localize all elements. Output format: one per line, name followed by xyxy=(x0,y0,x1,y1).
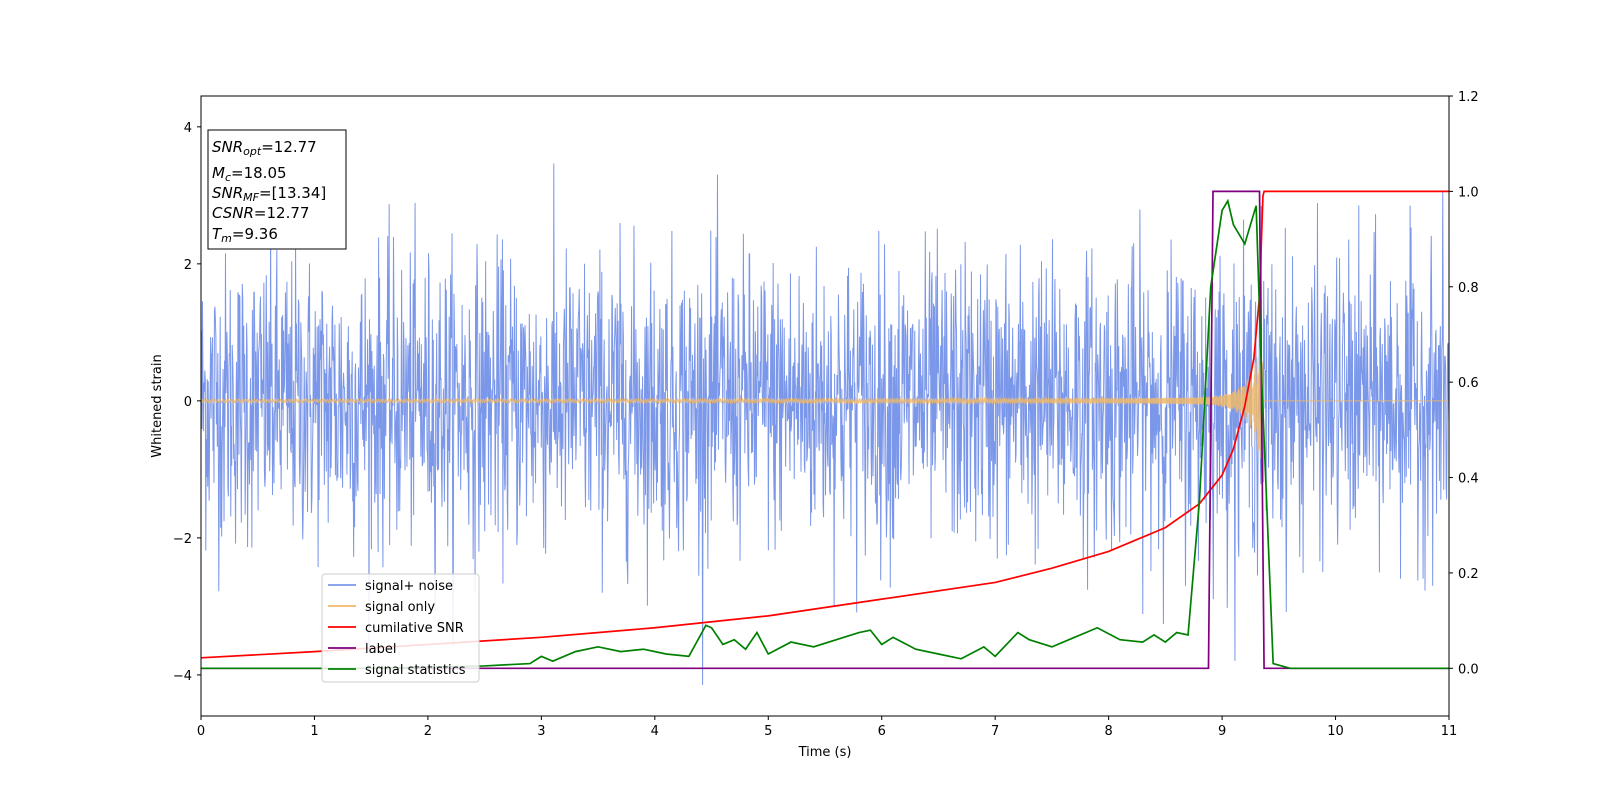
y2-tick-label: 0.8 xyxy=(1458,281,1479,296)
x-tick-label: 10 xyxy=(1327,724,1344,739)
legend-label: signal statistics xyxy=(365,663,466,678)
y-axis-label: Whitened strain xyxy=(150,354,165,457)
y-tick-label: −4 xyxy=(173,669,192,684)
x-tick-label: 3 xyxy=(537,724,545,739)
y-axis-right: 1.2 1.0 0.8 0.6 0.4 0.2 0.0 xyxy=(1449,90,1479,677)
annotation-tm: Tm=9.36 xyxy=(212,225,278,245)
y2-tick-label: 0.0 xyxy=(1458,662,1479,677)
y2-tick-label: 0.2 xyxy=(1458,567,1479,582)
legend-item-signal-statistics: signal statistics xyxy=(328,663,466,678)
x-tick-label: 9 xyxy=(1218,724,1226,739)
y-axis-left: 4 2 0 −2 −4 xyxy=(173,121,201,684)
x-tick-label: 5 xyxy=(764,724,772,739)
annotation-box: SNRopt=12.77 Mc=18.05 SNRMF=[13.34] CSNR… xyxy=(207,129,347,250)
x-tick-label: 1 xyxy=(310,724,318,739)
x-tick-label: 0 xyxy=(197,724,205,739)
legend-item-cumulative-snr: cumilative SNR xyxy=(328,621,464,636)
annotation-snr-mf: SNRMF=[13.34] xyxy=(212,184,326,204)
x-axis-label: Time (s) xyxy=(798,745,852,760)
y2-tick-label: 0.6 xyxy=(1458,376,1479,391)
annotation-csnr: CSNR=12.77 xyxy=(212,204,309,222)
y-tick-label: 0 xyxy=(184,395,192,410)
x-tick-label: 11 xyxy=(1441,724,1458,739)
x-tick-label: 2 xyxy=(424,724,432,739)
signal-only-line xyxy=(201,348,1449,459)
legend: signal+ noise signal only cumilative SNR… xyxy=(321,573,480,683)
signal-plus-noise-line xyxy=(201,163,1449,686)
legend-label: signal only xyxy=(365,600,435,615)
legend-frame xyxy=(321,573,480,683)
y-tick-label: 4 xyxy=(184,121,192,136)
y2-tick-label: 1.0 xyxy=(1458,185,1479,200)
x-tick-label: 7 xyxy=(991,724,999,739)
legend-item-label: label xyxy=(328,642,396,657)
annotation-mc: Mc=18.05 xyxy=(212,164,287,184)
legend-item-signal-plus-noise: signal+ noise xyxy=(328,579,453,594)
x-tick-label: 4 xyxy=(651,724,659,739)
signal-statistics-line xyxy=(201,198,1449,670)
y2-tick-label: 0.4 xyxy=(1458,472,1479,487)
y-tick-label: 2 xyxy=(184,258,192,273)
x-tick-label: 6 xyxy=(878,724,886,739)
legend-label: label xyxy=(365,642,396,657)
annotation-frame xyxy=(207,129,347,250)
annotation-snr-opt: SNRopt=12.77 xyxy=(212,138,317,158)
legend-item-signal-only: signal only xyxy=(328,600,435,615)
plot-area xyxy=(201,163,1449,686)
legend-label: cumilative SNR xyxy=(365,621,464,636)
x-axis: 0 1 2 3 4 5 6 7 8 9 10 11 xyxy=(197,716,1457,739)
x-tick-label: 8 xyxy=(1104,724,1112,739)
axes-frame xyxy=(200,95,1450,717)
legend-label: signal+ noise xyxy=(365,579,453,594)
y2-tick-label: 1.2 xyxy=(1458,90,1479,105)
y-tick-label: −2 xyxy=(173,532,192,547)
